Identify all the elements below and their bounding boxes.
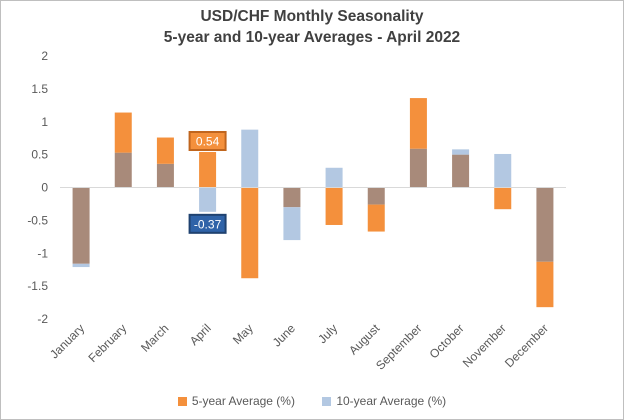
data-label-box bbox=[188, 130, 227, 151]
bar-10yr bbox=[241, 129, 259, 188]
y-tick-label: -2 bbox=[37, 312, 48, 326]
bar-5yr bbox=[325, 187, 343, 225]
bar-5yr bbox=[536, 261, 554, 308]
bar-10yr bbox=[452, 149, 470, 155]
legend-label-5yr: 5-year Average (%) bbox=[191, 394, 295, 408]
bar-5yr bbox=[241, 187, 259, 279]
data-label: 0.54 bbox=[196, 134, 220, 148]
bar-overlap bbox=[367, 187, 385, 205]
bar-10yr bbox=[199, 187, 217, 212]
chart-title: USD/CHF Monthly Seasonality 5-year and 1… bbox=[0, 6, 624, 48]
chart-title-line1: USD/CHF Monthly Seasonality bbox=[200, 8, 424, 25]
bar-10yr bbox=[325, 167, 343, 188]
bar-overlap bbox=[452, 154, 470, 188]
bar-overlap bbox=[536, 187, 554, 262]
y-tick-label: 0.5 bbox=[31, 148, 48, 162]
y-tick-label: -0.5 bbox=[27, 213, 48, 227]
bar-overlap bbox=[283, 187, 301, 208]
data-label-box bbox=[188, 213, 227, 234]
bar-5yr bbox=[156, 137, 174, 164]
data-label: -0.37 bbox=[194, 217, 222, 231]
legend-label-10yr: 10-year Average (%) bbox=[336, 394, 447, 408]
x-tick-label: March bbox=[138, 321, 171, 354]
x-tick-label: July bbox=[315, 321, 340, 346]
legend-swatch-5yr bbox=[177, 396, 187, 406]
x-tick-label: August bbox=[346, 321, 383, 358]
bar-10yr bbox=[283, 207, 301, 241]
bar-overlap bbox=[409, 148, 427, 188]
y-tick-label: 2 bbox=[41, 49, 48, 63]
chart-legend: 5-year Average (%) 10-year Average (%) bbox=[0, 394, 624, 409]
bar-overlap bbox=[156, 163, 174, 188]
legend-item-5yr: 5-year Average (%) bbox=[177, 394, 295, 408]
x-tick-label: September bbox=[373, 321, 424, 372]
legend-item-10yr: 10-year Average (%) bbox=[322, 394, 446, 408]
y-tick-label: 1 bbox=[41, 115, 48, 129]
y-tick-label: 1.5 bbox=[31, 82, 48, 96]
x-tick-label: October bbox=[427, 321, 467, 361]
chart-subtitle: 5-year and 10-year Averages - April 2022 bbox=[163, 29, 461, 46]
x-tick-label: January bbox=[47, 321, 87, 361]
x-tick-label: June bbox=[270, 321, 299, 350]
x-tick-label: December bbox=[502, 321, 551, 370]
x-tick-label: February bbox=[86, 321, 130, 365]
y-tick-label: 0 bbox=[41, 181, 48, 195]
bar-10yr bbox=[72, 263, 90, 268]
x-tick-label: May bbox=[230, 321, 256, 347]
bar-5yr bbox=[409, 98, 427, 149]
bar-overlap bbox=[72, 187, 90, 264]
bar-overlap bbox=[114, 152, 132, 188]
y-tick-label: -1 bbox=[37, 246, 48, 260]
y-tick-label: -1.5 bbox=[27, 279, 48, 293]
legend-swatch-10yr bbox=[322, 396, 332, 406]
bar-5yr bbox=[367, 204, 385, 232]
x-tick-label: November bbox=[460, 321, 509, 370]
bar-5yr bbox=[114, 112, 132, 153]
bar-5yr bbox=[494, 187, 512, 210]
bar-10yr bbox=[494, 153, 512, 188]
x-tick-label: April bbox=[187, 321, 214, 348]
bar-5yr bbox=[199, 151, 217, 188]
